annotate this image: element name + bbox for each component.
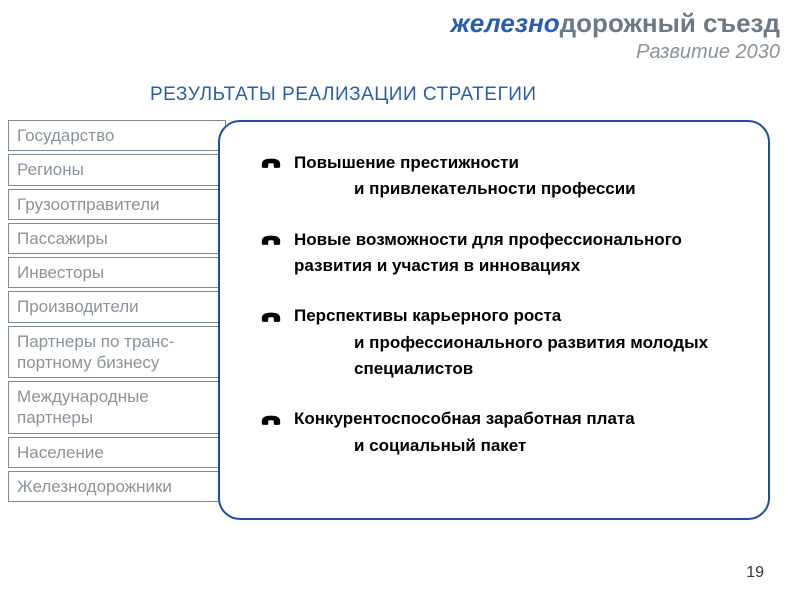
sidebar-item-label: Государство: [17, 125, 114, 146]
phone-icon: [260, 305, 282, 321]
page-title: РЕЗУЛЬТАТЫ РЕАЛИЗАЦИИ СТРАТЕГИИ: [150, 84, 537, 106]
slide-header: железнодорожный съезд Развитие 2030: [451, 8, 780, 64]
sidebar-item-label: Население: [17, 442, 104, 463]
sidebar-item-label: Регионы: [17, 159, 84, 180]
phone-icon: [260, 152, 282, 168]
sidebar-item-transport-partners: Партнеры по транс-портному бизнесу: [8, 326, 226, 379]
sidebar-item-shippers: Грузоотправители: [8, 189, 226, 220]
sidebar-item-population: Население: [8, 437, 226, 468]
sidebar-item-investors: Инвесторы: [8, 257, 226, 288]
bullet-line1: Конкурентоспособная заработная плата: [294, 409, 635, 428]
sidebar-item-label: Международные партнеры: [17, 386, 217, 429]
sidebar-item-label: Инвесторы: [17, 262, 104, 283]
bullet-item: Новые возможности для профессионального …: [260, 227, 744, 280]
sidebar-item-label: Партнеры по транс-портному бизнесу: [17, 331, 217, 374]
header-subtitle: Развитие 2030: [451, 41, 780, 64]
content-area: Государство Регионы Грузоотправители Пас…: [8, 120, 770, 520]
sidebar-item-label: Грузоотправители: [17, 194, 159, 215]
bullet-item: Конкурентоспособная заработная плата и с…: [260, 406, 744, 459]
sidebar-item-manufacturers: Производители: [8, 291, 226, 322]
sidebar-item-intl-partners: Международные партнеры: [8, 381, 226, 434]
bullet-line2: и профессионального развития молодых спе…: [294, 330, 744, 383]
header-rest: дорожный съезд: [560, 8, 780, 38]
bullet-item: Повышение престижности и привлекательнос…: [260, 150, 744, 203]
bullet-line1: Повышение престижности: [294, 153, 519, 172]
sidebar-item-label: Железнодорожники: [17, 476, 172, 497]
bullet-line1: Новые возможности для профессионального …: [294, 230, 682, 275]
sidebar-item-label: Производители: [17, 296, 139, 317]
bullet-list: Повышение престижности и привлекательнос…: [260, 150, 744, 459]
bullet-item: Перспективы карьерного роста и профессио…: [260, 303, 744, 382]
bullet-line1: Перспективы карьерного роста: [294, 306, 561, 325]
page-number: 19: [746, 564, 764, 582]
content-panel: Повышение престижности и привлекательнос…: [218, 120, 770, 520]
phone-icon: [260, 408, 282, 424]
sidebar-item-state: Государство: [8, 120, 226, 151]
sidebar-item-passengers: Пассажиры: [8, 223, 226, 254]
sidebar-item-regions: Регионы: [8, 154, 226, 185]
sidebar-item-railway-workers: Железнодорожники: [8, 471, 226, 502]
sidebar-item-label: Пассажиры: [17, 228, 108, 249]
header-title: железнодорожный съезд: [451, 8, 780, 39]
phone-icon: [260, 229, 282, 245]
bullet-line2: и привлекательности профессии: [294, 176, 744, 202]
header-accent: железно: [451, 8, 560, 38]
sidebar: Государство Регионы Грузоотправители Пас…: [8, 120, 226, 502]
bullet-line2: и социальный пакет: [294, 433, 744, 459]
